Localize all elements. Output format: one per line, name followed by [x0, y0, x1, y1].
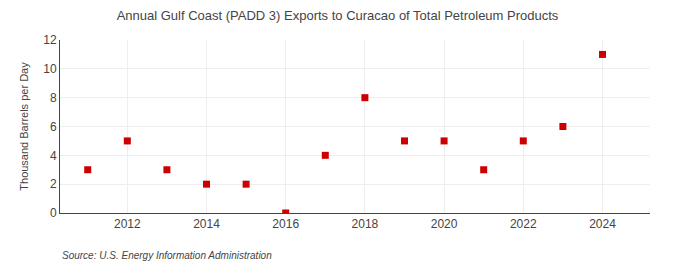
- svg-text:2016: 2016: [272, 217, 299, 231]
- svg-text:4: 4: [50, 149, 57, 163]
- svg-text:0: 0: [50, 206, 57, 220]
- svg-text:Source: U.S. Energy Informatio: Source: U.S. Energy Information Administ…: [62, 250, 272, 261]
- svg-text:Thousand Barrels per Day: Thousand Barrels per Day: [18, 62, 30, 191]
- svg-text:2024: 2024: [589, 217, 616, 231]
- svg-text:2022: 2022: [510, 217, 537, 231]
- svg-text:2014: 2014: [193, 217, 220, 231]
- svg-text:2020: 2020: [431, 217, 458, 231]
- svg-text:6: 6: [50, 120, 57, 134]
- svg-text:12: 12: [43, 33, 57, 47]
- svg-text:2012: 2012: [114, 217, 141, 231]
- svg-text:8: 8: [50, 91, 57, 105]
- svg-text:10: 10: [43, 62, 57, 76]
- svg-text:2018: 2018: [352, 217, 379, 231]
- svg-text:Annual Gulf Coast (PADD 3) Exp: Annual Gulf Coast (PADD 3) Exports to Cu…: [117, 8, 559, 23]
- svg-text:2: 2: [50, 177, 57, 191]
